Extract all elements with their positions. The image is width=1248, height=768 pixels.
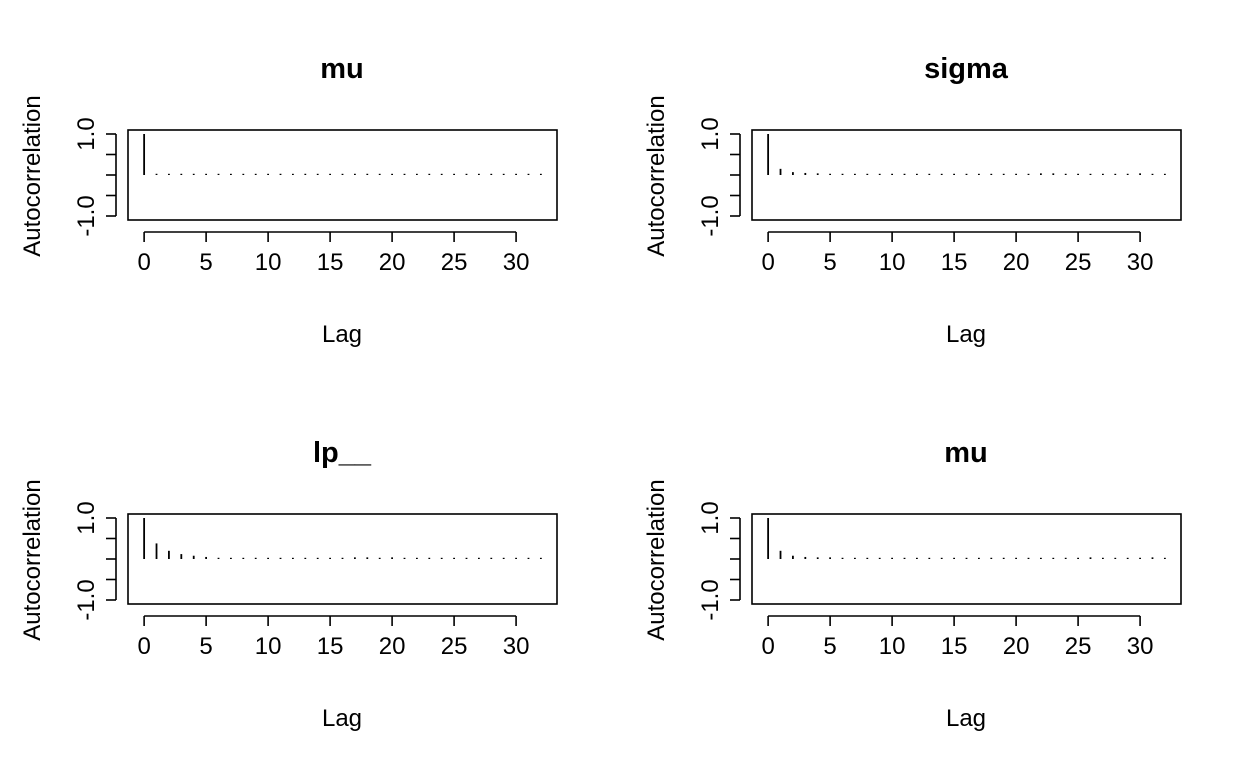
x-tick-label: 5 [823,633,836,660]
x-tick-label: 15 [317,249,344,276]
x-tick-label: 5 [823,249,836,276]
acf-panel-1: mu Lag Autocorrelation 0 5 10 15 20 25 30 -1.0 1… [19,53,558,348]
y-tick-label: 1.0 [697,117,724,150]
x-tick-label: 5 [199,633,212,660]
panel-title: mu [320,53,364,85]
panel-title: mu [944,437,988,469]
y-axis-label: Autocorrelation [643,95,670,256]
x-axis-label: Lag [946,321,986,348]
x-tick-label: 15 [941,249,968,276]
plot-frame [127,129,558,221]
acf-panel-4: mu Lag Autocorrelation 0 5 10 15 20 25 30 -1.0 1… [643,437,1182,732]
y-axis-label: Autocorrelation [643,479,670,640]
panel-title: sigma [924,53,1009,85]
x-tick-label: 20 [1003,633,1030,660]
plot-frame [751,513,1182,605]
y-axis-label: Autocorrelation [19,95,46,256]
x-tick-label: 10 [255,249,282,276]
x-tick-label: 0 [761,633,774,660]
x-tick-label: 5 [199,249,212,276]
x-axis-label: Lag [322,705,362,732]
x-tick-label: 20 [1003,249,1030,276]
x-tick-label: 25 [441,633,468,660]
y-tick-label: 1.0 [73,117,100,150]
x-tick-label: 20 [379,633,406,660]
y-tick-label: -1.0 [73,579,100,620]
x-axis-label: Lag [946,705,986,732]
x-tick-label: 30 [1127,633,1154,660]
x-tick-label: 30 [1127,249,1154,276]
x-tick-label: 0 [137,633,150,660]
plot-frame [751,129,1182,221]
y-tick-label: 1.0 [73,501,100,534]
plot-frame [127,513,558,605]
acf-panel-3: lp__ Lag Autocorrelation 0 5 10 15 20 25 30 -1.… [19,437,558,732]
panel-title: lp__ [313,437,372,469]
x-tick-label: 30 [503,633,530,660]
x-tick-label: 30 [503,249,530,276]
y-tick-label: -1.0 [697,195,724,236]
x-tick-label: 20 [379,249,406,276]
x-tick-label: 10 [255,633,282,660]
x-tick-label: 0 [137,249,150,276]
x-tick-label: 25 [1065,249,1092,276]
acf-panel-2: sigma Lag Autocorrelation 0 5 10 15 20 25 30 -1… [643,53,1182,348]
x-axis-label: Lag [322,321,362,348]
x-tick-label: 10 [879,249,906,276]
x-tick-label: 25 [441,249,468,276]
y-tick-label: 1.0 [697,501,724,534]
x-tick-label: 25 [1065,633,1092,660]
x-tick-label: 15 [317,633,344,660]
y-tick-label: -1.0 [697,579,724,620]
y-axis-label: Autocorrelation [19,479,46,640]
y-tick-label: -1.0 [73,195,100,236]
x-tick-label: 0 [761,249,774,276]
x-tick-label: 10 [879,633,906,660]
x-tick-label: 15 [941,633,968,660]
